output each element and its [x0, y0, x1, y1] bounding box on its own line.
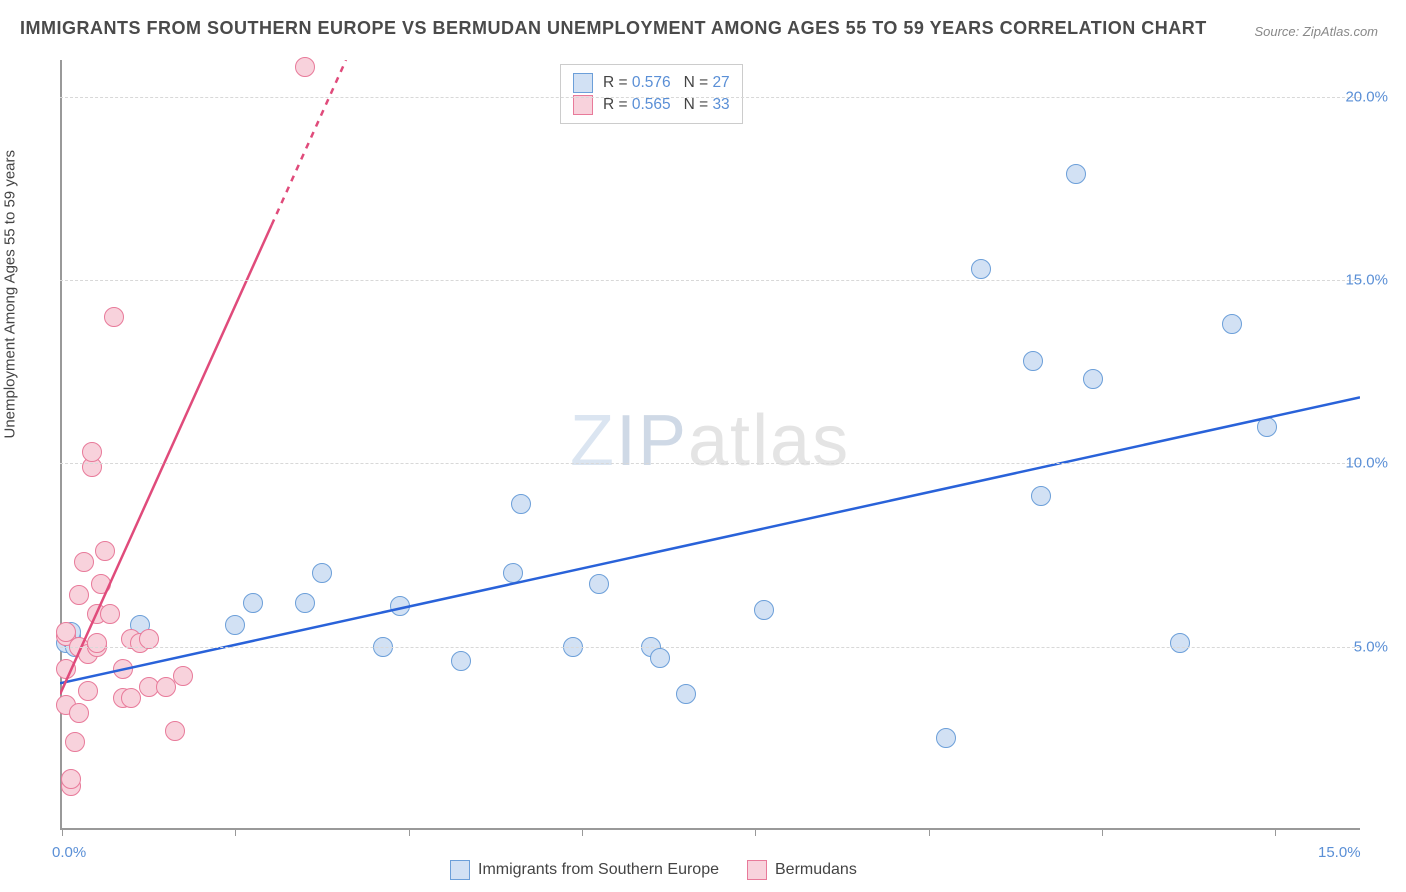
legend-row: R = 0.576 N = 27 [573, 73, 730, 93]
x-tick [1275, 828, 1276, 836]
scatter-point [503, 563, 523, 583]
y-tick-label: 5.0% [1354, 638, 1388, 655]
chart-title: IMMIGRANTS FROM SOUTHERN EUROPE VS BERMU… [20, 18, 1207, 39]
scatter-point [104, 307, 124, 327]
x-tick-label: 0.0% [52, 844, 86, 861]
scatter-point [61, 769, 81, 789]
legend-label: Immigrants from Southern Europe [478, 861, 719, 879]
scatter-point [156, 677, 176, 697]
scatter-point [173, 666, 193, 686]
scatter-point [78, 681, 98, 701]
scatter-point [1257, 417, 1277, 437]
x-tick [755, 828, 756, 836]
scatter-point [312, 563, 332, 583]
scatter-point [754, 600, 774, 620]
gridline [60, 463, 1360, 464]
scatter-point [1222, 314, 1242, 334]
scatter-point [589, 574, 609, 594]
legend-top: R = 0.576 N = 27 R = 0.565 N = 33 [560, 64, 743, 124]
x-tick [1102, 828, 1103, 836]
x-tick [929, 828, 930, 836]
x-tick [409, 828, 410, 836]
scatter-point [69, 703, 89, 723]
scatter-point [74, 552, 94, 572]
y-tick-label: 20.0% [1345, 88, 1388, 105]
scatter-point [100, 604, 120, 624]
source-label: Source: ZipAtlas.com [1254, 24, 1378, 39]
scatter-point [225, 615, 245, 635]
scatter-point [676, 684, 696, 704]
legend-swatch [747, 860, 767, 880]
y-tick-label: 15.0% [1345, 272, 1388, 289]
legend-swatch [450, 860, 470, 880]
scatter-point [91, 574, 111, 594]
legend-bottom-item: Immigrants from Southern Europe [450, 860, 719, 880]
x-tick [235, 828, 236, 836]
scatter-point [451, 651, 471, 671]
chart-container: IMMIGRANTS FROM SOUTHERN EUROPE VS BERMU… [0, 0, 1406, 892]
scatter-point [971, 259, 991, 279]
scatter-point [1031, 486, 1051, 506]
plot-area [60, 60, 1360, 830]
x-tick [582, 828, 583, 836]
legend-bottom: Immigrants from Southern Europe Bermudans [450, 860, 857, 880]
scatter-point [1023, 351, 1043, 371]
scatter-point [165, 721, 185, 741]
legend-text: R = 0.565 N = 33 [603, 96, 730, 114]
scatter-point [56, 659, 76, 679]
scatter-point [650, 648, 670, 668]
gridline [60, 647, 1360, 648]
scatter-point [936, 728, 956, 748]
legend-row: R = 0.565 N = 33 [573, 95, 730, 115]
legend-swatch [573, 73, 593, 93]
y-axis-label: Unemployment Among Ages 55 to 59 years [2, 150, 19, 439]
scatter-point [87, 633, 107, 653]
gridline [60, 97, 1360, 98]
scatter-point [82, 442, 102, 462]
legend-swatch [573, 95, 593, 115]
gridline [60, 280, 1360, 281]
x-tick-label: 15.0% [1318, 844, 1361, 861]
scatter-point [295, 593, 315, 613]
scatter-point [113, 659, 133, 679]
scatter-point [1066, 164, 1086, 184]
y-tick-label: 10.0% [1345, 455, 1388, 472]
scatter-point [65, 732, 85, 752]
scatter-point [511, 494, 531, 514]
legend-label: Bermudans [775, 861, 857, 879]
legend-bottom-item: Bermudans [747, 860, 857, 880]
scatter-point [1083, 369, 1103, 389]
scatter-point [69, 585, 89, 605]
scatter-point [295, 57, 315, 77]
legend-text: R = 0.576 N = 27 [603, 74, 730, 92]
scatter-point [390, 596, 410, 616]
scatter-point [243, 593, 263, 613]
scatter-point [121, 688, 141, 708]
scatter-point [95, 541, 115, 561]
scatter-point [1170, 633, 1190, 653]
x-tick [62, 828, 63, 836]
